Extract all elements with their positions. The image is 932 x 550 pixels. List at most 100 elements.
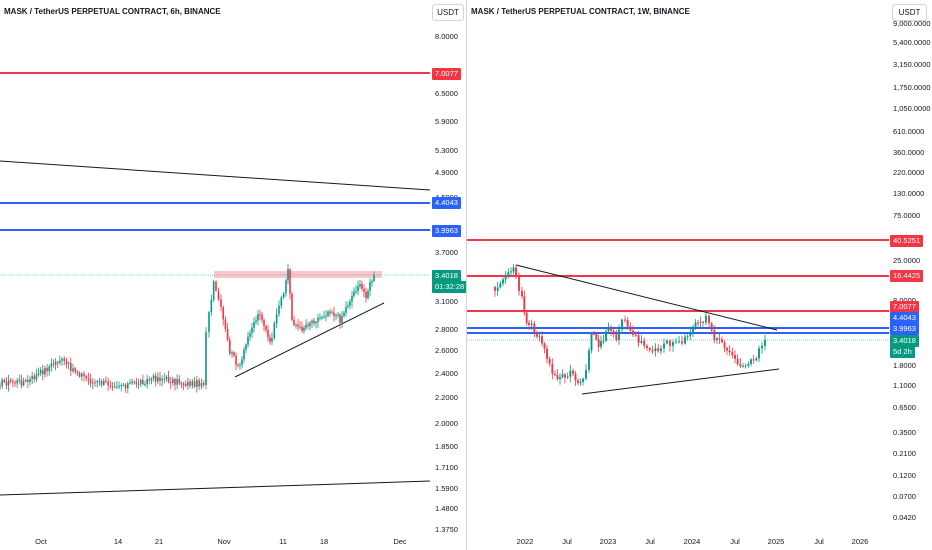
candle-body (626, 319, 629, 327)
candle-body (70, 362, 72, 372)
candle-body (184, 383, 187, 386)
candle-body (14, 382, 16, 384)
candle-body (178, 379, 181, 384)
price-tick: 6.5000 (435, 89, 458, 98)
candle-body (579, 382, 582, 384)
candle-body (56, 361, 59, 363)
candle-body (92, 382, 94, 384)
candle-body (243, 349, 245, 360)
right-price-axis[interactable]: 9,000.0000 5,400.0000 3,150.0000 1,750.0… (889, 0, 932, 550)
candle-body (742, 365, 744, 367)
candle-body (220, 299, 222, 307)
candle-body (643, 340, 646, 346)
candle-body (684, 336, 686, 344)
price-tick: 0.2100 (893, 449, 916, 458)
candle-body (85, 376, 87, 379)
left-chart-canvas[interactable] (0, 0, 466, 550)
right-chart-canvas[interactable] (467, 0, 932, 550)
candle-body (510, 271, 512, 273)
candle-body (83, 373, 85, 377)
time-tick: 14 (113, 537, 123, 546)
candle-body (215, 281, 217, 291)
candle-body (122, 384, 125, 386)
price-tick: 1.8000 (893, 361, 916, 370)
candle-body (337, 314, 339, 316)
candle-body (29, 378, 31, 382)
candle-body (265, 325, 267, 330)
candle-body (174, 379, 176, 385)
candle-body (107, 381, 109, 386)
candle-body (233, 352, 235, 356)
time-tick: 11 (279, 537, 287, 546)
time-tick: Oct (35, 537, 47, 546)
candle-body (100, 381, 103, 385)
price-tick: 1,750.0000 (893, 83, 931, 92)
candle-body (521, 290, 523, 297)
right-chart-panel[interactable]: MASK / TetherUS PERPETUAL CONTRACT, 1W, … (467, 0, 932, 550)
candle-body (564, 374, 566, 378)
candle-body (46, 368, 48, 372)
candle-body (222, 306, 224, 320)
candle-body (713, 330, 716, 341)
candle-body (335, 315, 337, 317)
price-tick: 1.3750 (435, 525, 458, 534)
time-tick: Jul (645, 537, 655, 546)
candle-body (217, 290, 220, 300)
candle-body (681, 341, 683, 344)
trendline-descending (0, 160, 431, 191)
candle-body (267, 329, 269, 338)
candle-body (561, 374, 564, 378)
candle-body (556, 374, 559, 380)
candle-body (182, 383, 185, 385)
trendline-descending (515, 264, 778, 331)
candle-body (755, 358, 758, 361)
resistance-zone (214, 271, 382, 278)
left-chart-panel[interactable]: MASK / TetherUS PERPETUAL CONTRACT, 6h, … (0, 0, 466, 550)
price-tick: 75.0000 (893, 211, 921, 220)
candle-body (554, 373, 556, 375)
candle-body (590, 333, 593, 351)
red-level-tag-top: 40.5251 (890, 235, 924, 247)
candle-body (111, 386, 114, 388)
candle-body (347, 305, 349, 307)
right-currency-button[interactable]: USDT (892, 4, 927, 21)
candle-body (251, 327, 253, 334)
candle-body (291, 293, 293, 320)
candle-body (113, 386, 116, 388)
price-tick: 1.8500 (435, 442, 458, 451)
blue-level-tag-lower: 3.9963 (432, 225, 461, 237)
candle-body (699, 321, 702, 323)
candle-body (708, 315, 710, 324)
candle-body (654, 348, 657, 352)
candle-body (640, 340, 643, 343)
candle-body (297, 324, 299, 327)
candle-body (621, 319, 623, 330)
candle-body (752, 359, 755, 361)
candle-body (282, 293, 285, 298)
candle-body (605, 331, 607, 341)
price-tick: 3,150.0000 (893, 60, 931, 69)
candle-body (278, 305, 280, 315)
candle-body (116, 386, 118, 388)
candle-body (331, 312, 333, 314)
candle-body (349, 301, 351, 306)
candle-body (602, 340, 605, 342)
candle-body (536, 332, 538, 337)
time-tick: 2024 (683, 537, 701, 546)
candle-body (515, 267, 517, 276)
candle-body (548, 358, 551, 364)
candle-body (74, 368, 76, 372)
candle-body (646, 345, 648, 349)
candle-body (176, 379, 178, 385)
candle-body (355, 291, 357, 293)
candle-body (577, 380, 579, 384)
candle-body (299, 326, 301, 328)
price-tick: 5,400.0000 (893, 38, 931, 47)
candle-body (543, 343, 546, 349)
candle-body (226, 328, 229, 340)
left-price-axis[interactable]: 8.0000 6.5000 5.9000 5.3000 4.9000 4.500… (430, 0, 466, 550)
price-tick: 0.0700 (893, 492, 916, 501)
candle-body (663, 343, 665, 349)
left-currency-button[interactable]: USDT (432, 4, 464, 21)
panel-divider[interactable] (466, 0, 467, 550)
